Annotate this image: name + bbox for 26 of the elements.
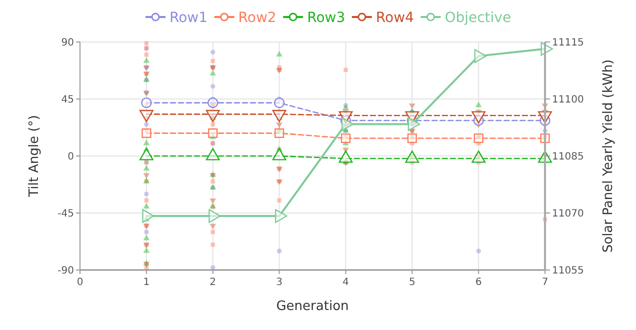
x-tick-label: 4 — [342, 277, 349, 288]
x-tick-label: 0 — [76, 277, 84, 288]
x-tick-label: 2 — [210, 277, 216, 288]
legend-label: Row3 — [307, 10, 346, 26]
legend-label: Row1 — [170, 10, 208, 26]
y2-tick-label: 11100 — [552, 94, 584, 106]
legend-label: Row2 — [238, 10, 276, 26]
y2-tick-label: 11085 — [552, 152, 584, 162]
x-tick-label: 7 — [542, 277, 548, 288]
legend-label: Objective — [444, 10, 512, 26]
y-tick-label: 0 — [68, 152, 74, 162]
legend-label: Row4 — [376, 10, 414, 26]
y-tick-label: 45 — [61, 94, 74, 106]
x-axis-title: Generation — [276, 299, 349, 314]
x-tick-label: 6 — [475, 277, 482, 288]
y-axis-title: Tilt Angle (°) — [27, 115, 42, 198]
y2-tick-label: 11055 — [552, 266, 584, 276]
y2-tick-label: 11115 — [552, 38, 584, 48]
y-tick-label: -90 — [58, 266, 74, 276]
y-tick-label: 90 — [61, 38, 74, 48]
y2-tick-label: 11070 — [552, 208, 584, 220]
x-tick-label: 3 — [276, 277, 282, 288]
y2-axis-title: Solar Panel Yearly Yield (kWh) — [601, 59, 616, 253]
x-tick-label: 1 — [143, 277, 150, 288]
x-tick-label: 5 — [408, 277, 416, 288]
y-tick-label: -45 — [58, 208, 74, 220]
